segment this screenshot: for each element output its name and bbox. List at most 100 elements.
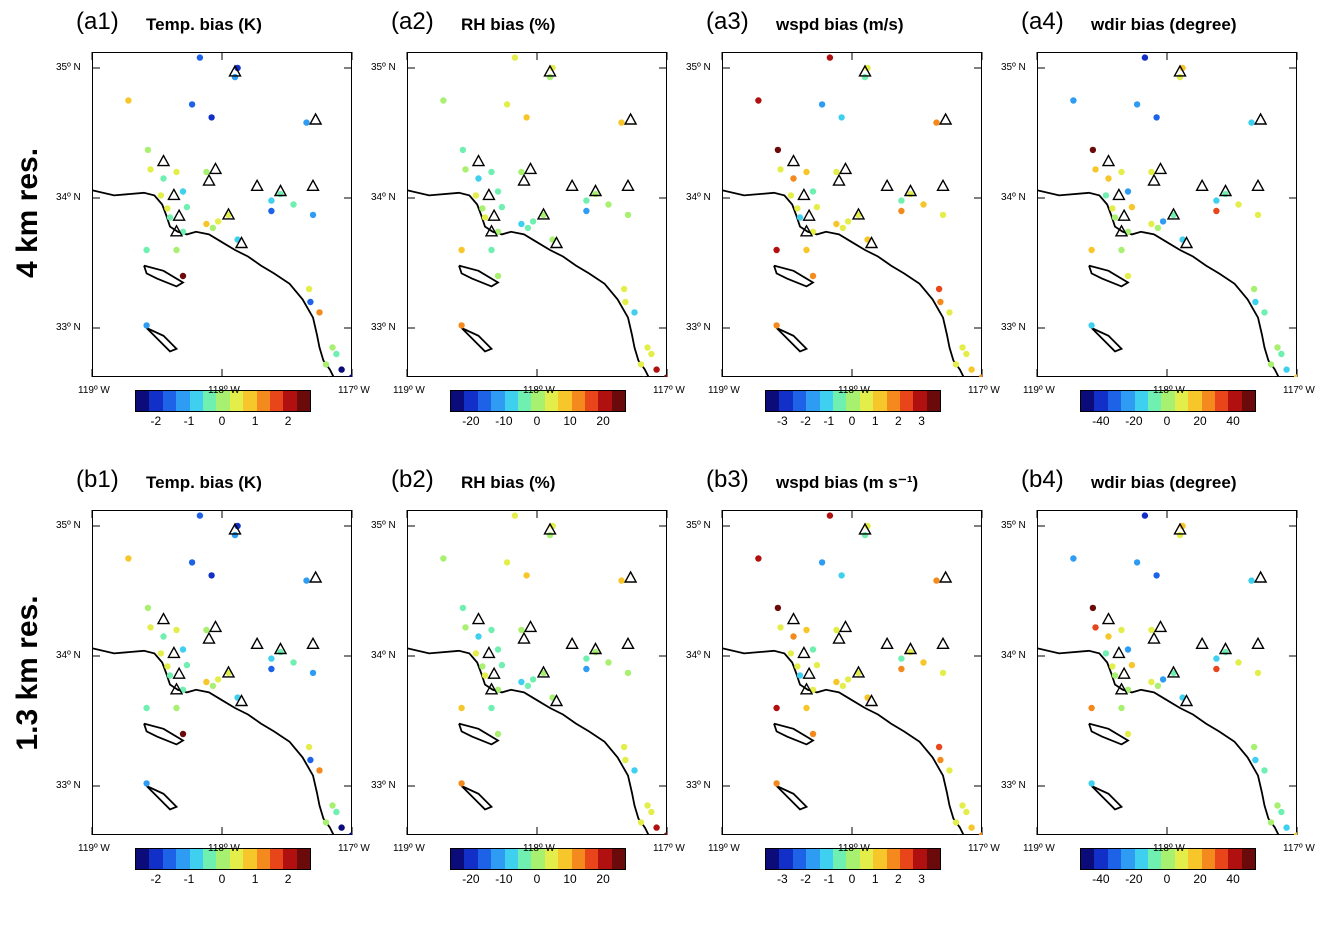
colorbar: -2 -1 0 1 2 (135, 848, 311, 886)
colorbar-tick-label: -3 (777, 414, 788, 428)
colorbar-cell (1188, 849, 1202, 869)
station-dot (1213, 207, 1220, 215)
colorbar-cell (1161, 849, 1175, 869)
site-triangle (858, 522, 872, 535)
station-dot (1267, 819, 1275, 826)
station-dot (803, 704, 810, 712)
panel-id: (a4) (1021, 8, 1064, 35)
lat-label: 34º N (1001, 650, 1026, 661)
station-dot (898, 665, 905, 673)
station-dot (861, 531, 869, 539)
site-triangle (797, 645, 811, 659)
station-dot (208, 572, 215, 579)
station-dot (540, 669, 547, 677)
lon-label: 118º W (1153, 385, 1185, 396)
site-triangle (880, 636, 894, 650)
station-dot (203, 220, 210, 228)
map-frame (92, 510, 352, 835)
station-dot (1159, 218, 1167, 225)
colorbar-tick-label: 0 (848, 872, 856, 886)
station-dot (494, 730, 502, 738)
station-dot (225, 211, 232, 219)
site-triangle (250, 636, 264, 650)
station-dot (348, 374, 352, 377)
station-dot (796, 672, 804, 679)
station-dot (523, 114, 530, 121)
site-triangle (172, 208, 186, 221)
map-plot (1036, 510, 1298, 835)
station-dot (787, 192, 795, 199)
lon-label: 117º W (338, 843, 370, 854)
colorbar-cell (1147, 849, 1162, 869)
colorbar-tick-label: 3 (918, 872, 925, 886)
site-triangle (536, 207, 551, 220)
lat-label: 35º N (371, 520, 396, 531)
colorbar-ticks: -20 -10 0 10 20 (450, 412, 624, 428)
station-dot (309, 669, 317, 677)
station-dot (277, 190, 284, 198)
station-dot (1213, 197, 1220, 204)
lon-label: 119º W (78, 385, 110, 396)
station-dot (959, 344, 966, 351)
site-triangle (1117, 666, 1131, 679)
station-dot (937, 756, 944, 764)
station-dot (458, 704, 465, 712)
station-dot (1089, 146, 1097, 154)
station-dot (458, 246, 465, 254)
station-dot (1248, 119, 1255, 126)
lat-label: 33º N (56, 322, 81, 333)
station-dot (833, 220, 840, 228)
station-dot (642, 376, 645, 377)
map-plot (721, 510, 983, 835)
colorbar-cell (451, 391, 465, 411)
panel-title: Temp. bias (K) (146, 15, 262, 34)
station-dot (644, 802, 651, 809)
colorbar-cell (766, 391, 780, 411)
station-dot (546, 73, 554, 81)
station-dot (1250, 285, 1258, 293)
station-dot (952, 361, 960, 368)
station-dot (1272, 834, 1275, 835)
station-dot (1109, 205, 1116, 212)
station-dot (1148, 168, 1155, 176)
station-dot (481, 214, 489, 221)
coastline (407, 189, 650, 377)
station-dot (637, 361, 645, 368)
station-dot (1148, 220, 1155, 228)
station-dot (338, 824, 345, 831)
site-triangle (588, 642, 603, 655)
colorbar-ticks: -40 -20 0 20 40 (1080, 870, 1254, 886)
colorbar-cell (216, 849, 230, 869)
station-dot (968, 366, 975, 373)
station-dot (855, 211, 862, 219)
colorbar-bar (765, 848, 941, 870)
site-triangle (484, 224, 499, 237)
station-dot (143, 322, 150, 329)
station-dot (511, 512, 519, 519)
site-triangle (308, 112, 323, 125)
station-dot (809, 730, 817, 738)
lon-label: 119º W (1023, 843, 1055, 854)
station-dot (475, 633, 482, 640)
colorbar-cell (558, 849, 572, 869)
colorbar-cell (491, 849, 505, 869)
station-dot (839, 224, 847, 232)
site-triangle (1101, 612, 1116, 625)
site-triangle (172, 666, 186, 679)
map-content (722, 54, 982, 377)
colorbar-cell (1094, 391, 1108, 411)
colorbar-cell (517, 849, 532, 869)
colorbar-tick-label: 1 (871, 872, 879, 886)
station-dot (147, 166, 154, 173)
map-panel-a2: (a2) RH bias (%) -20 -10 0 10 20 35º N 34º N 3… (315, 0, 685, 450)
colorbar-tick-label: -2 (150, 872, 162, 886)
colorbar-cell (886, 849, 900, 869)
lon-label: 119º W (78, 843, 110, 854)
lon-label: 118º W (523, 385, 555, 396)
colorbar-cell (913, 391, 927, 411)
site-triangle (864, 236, 879, 249)
colorbar-cell (243, 849, 257, 869)
station-dot (773, 780, 780, 787)
lon-label: 119º W (708, 843, 740, 854)
station-dot (968, 824, 975, 831)
